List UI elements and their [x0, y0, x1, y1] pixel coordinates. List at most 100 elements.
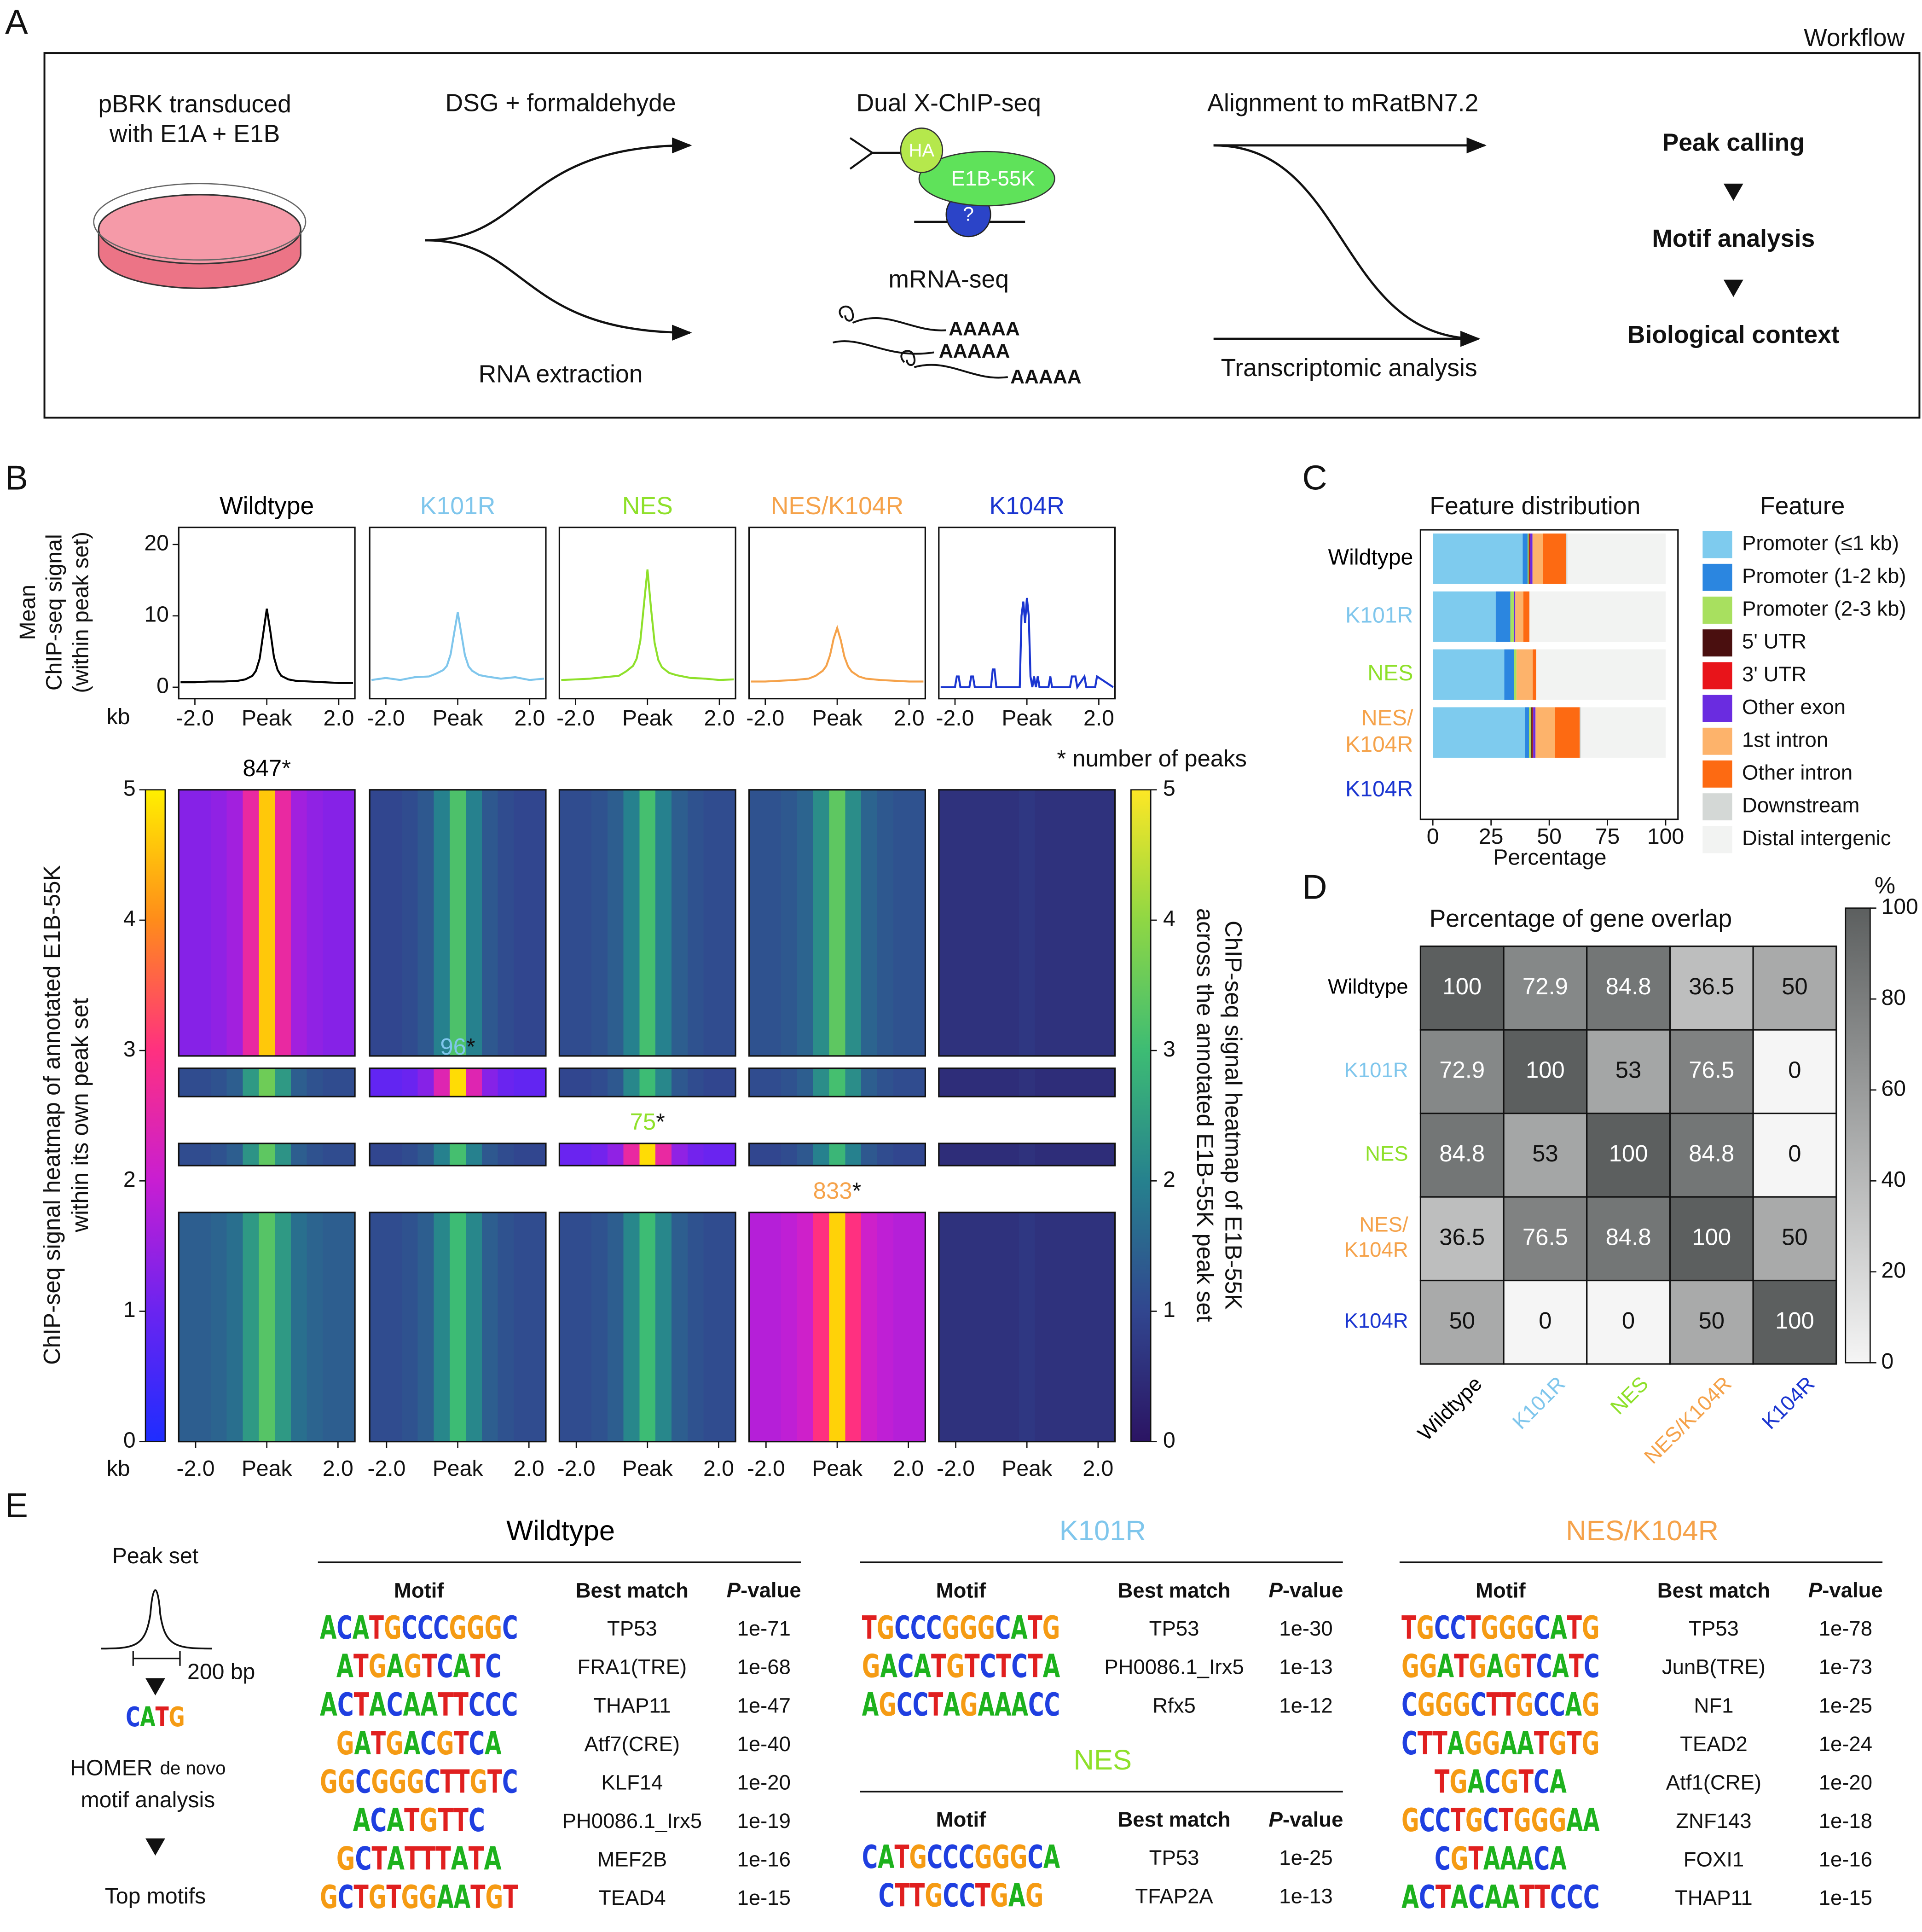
- heatmap-cell: [290, 1068, 307, 1097]
- table-title: NES: [1074, 1744, 1132, 1776]
- heatmap-cell: [370, 1068, 386, 1097]
- pipeline-label: HOMER: [70, 1755, 152, 1780]
- matrix-cell: [1503, 1029, 1588, 1114]
- bar-segment: [1531, 707, 1533, 758]
- heatmap-cell: [829, 1212, 845, 1442]
- heatmap-cell: [1067, 1068, 1083, 1097]
- legend-swatch: [1702, 793, 1732, 821]
- panel-title: Wildtype: [220, 493, 314, 520]
- heatmap-cell: [765, 789, 782, 1056]
- heatmap-frame: [938, 1143, 1116, 1166]
- motif-logo: TGACGTCA: [1435, 1763, 1567, 1800]
- p-value: 1e-25: [1279, 1846, 1332, 1869]
- heatmap-cell: [323, 1143, 339, 1166]
- row-label: K104R: [1344, 1309, 1408, 1332]
- heatmap-cell: [370, 789, 386, 1056]
- cell-label: 100: [1526, 1056, 1565, 1083]
- motif-logo: CGGGCTTGCCAG: [1401, 1686, 1599, 1723]
- heatmap-cell: [861, 789, 877, 1056]
- heatmap-cell: [987, 1212, 1003, 1442]
- heatmap-cell: [243, 1212, 259, 1442]
- heatmap-cell: [575, 1143, 592, 1166]
- heatmap-cell: [481, 1143, 498, 1166]
- bar-segment: [1525, 707, 1529, 758]
- x-tick-label: Peak: [242, 1456, 293, 1481]
- bar-segment: [1580, 707, 1666, 758]
- heatmap-cell: [575, 789, 592, 1056]
- legend-swatch: [1702, 727, 1732, 755]
- note: * number of peaks: [1057, 745, 1247, 772]
- heatmap-frame: [369, 1068, 547, 1097]
- heatmap-cell: [339, 1212, 355, 1442]
- heatmap-cell: [845, 1143, 862, 1166]
- heatmap-cell: [813, 1143, 829, 1166]
- p-value: 1e-19: [737, 1809, 791, 1833]
- heatmap-frame: [178, 789, 356, 1057]
- p-value: 1e-78: [1819, 1617, 1872, 1640]
- heatmap-cell: [938, 1212, 955, 1442]
- matrix-cell: [1503, 1113, 1588, 1198]
- step-arrow: [1723, 279, 1743, 297]
- heatmap-cell: [893, 789, 909, 1056]
- heatmap-cell: [749, 789, 765, 1056]
- heatmap-frame: [178, 1143, 356, 1166]
- matrix-cell: [1752, 1279, 1837, 1365]
- heatmap-cell: [623, 1212, 640, 1442]
- heatmap-cell: [465, 1068, 482, 1097]
- heatmap-cell: [417, 789, 434, 1056]
- panel-label: E: [5, 1486, 28, 1525]
- heatmap-cell: [1099, 789, 1115, 1056]
- best-match: Atf7(CRE): [585, 1732, 680, 1756]
- cell-label: 50: [1698, 1307, 1725, 1334]
- heatmap-cell: [401, 1212, 418, 1442]
- heatmap-cell: [275, 789, 291, 1056]
- heatmap-cell: [971, 1068, 987, 1097]
- heatmap-cell: [955, 1143, 971, 1166]
- x-tick-label: -2.0: [367, 706, 405, 731]
- y-tick-label: 10: [144, 602, 169, 627]
- heatmap-cell: [591, 1212, 608, 1442]
- panel-label: A: [5, 2, 28, 41]
- heatmap-cell: [323, 789, 339, 1056]
- x-tick-label: -2.0: [936, 706, 974, 731]
- pipeline-label: motif analysis: [81, 1787, 215, 1812]
- colorbar: [145, 789, 166, 1443]
- heatmap-cell: [607, 789, 624, 1056]
- chart-title: Feature distribution: [1430, 493, 1640, 520]
- motif-logo: GATGACGTCA: [336, 1725, 502, 1762]
- bar-segment: [1514, 649, 1517, 700]
- heatmap-cell: [275, 1068, 291, 1097]
- arrow: [425, 239, 692, 341]
- heatmap-cell: [307, 1143, 323, 1166]
- x-tick-label: -2.0: [367, 1456, 405, 1481]
- cell-label: 0: [1788, 1140, 1801, 1166]
- legend-label: Promoter (2-3 kb): [1742, 597, 1906, 620]
- bar-segment: [1533, 707, 1536, 758]
- heatmap-cell: [179, 1068, 195, 1097]
- cell-label: 50: [1782, 1224, 1808, 1250]
- cell-label: 100: [1775, 1307, 1814, 1334]
- heatmap-cell: [450, 1068, 466, 1097]
- heatmap-cell: [275, 1143, 291, 1166]
- heatmap-cell: [955, 1212, 971, 1442]
- cell-label: 84.8: [1606, 1224, 1651, 1250]
- best-match: ZNF143: [1676, 1809, 1751, 1833]
- column-header: Best match: [1117, 1578, 1230, 1602]
- heatmap-cell: [195, 789, 211, 1056]
- motif-logo: ACATGCCCGGGC: [320, 1609, 518, 1647]
- cell-label: 0: [1539, 1307, 1551, 1334]
- analysis-step: Peak calling: [1662, 129, 1805, 156]
- arrow: [425, 137, 692, 242]
- heatmap-cell: [386, 1143, 402, 1166]
- x-tick-label: 2.0: [704, 706, 735, 731]
- heatmap-cell: [591, 789, 608, 1056]
- panel-title: K101R: [420, 493, 496, 520]
- best-match: PH0086.1_Irx5: [1104, 1655, 1244, 1679]
- heatmap-cell: [434, 1068, 450, 1097]
- x-tick-label: Peak: [1002, 706, 1053, 731]
- y-axis-label: Mean ChIP-seq signal (within peak set): [15, 532, 93, 693]
- heatmap-cell: [829, 1068, 845, 1097]
- matrix-cell: [1419, 946, 1505, 1031]
- heatmap-cell: [623, 1143, 640, 1166]
